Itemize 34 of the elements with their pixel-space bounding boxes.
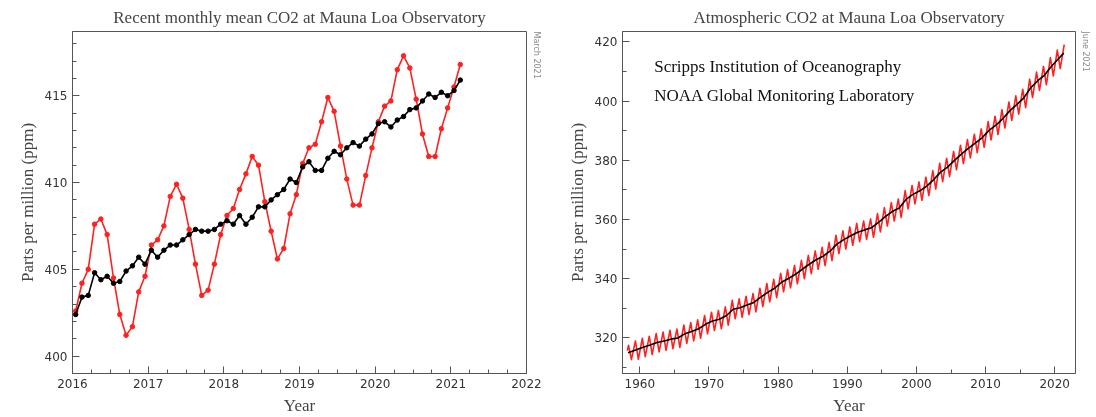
y-tick-label: 420 <box>594 35 618 50</box>
x-tick-label: 1990 <box>832 376 863 391</box>
y-tick-label: 400 <box>44 349 68 364</box>
x-tick-label: 1970 <box>693 376 725 391</box>
y-tick-label: 400 <box>594 94 618 109</box>
y-axis-title: Parts per million (ppm) <box>567 122 587 283</box>
y-tick-label: 320 <box>594 331 618 346</box>
x-tick-label: 2000 <box>901 376 932 391</box>
chart-title: Recent monthly mean CO2 at Mauna Loa Observatory <box>113 7 487 27</box>
x-tick-label: 2021 <box>435 376 467 391</box>
x-tick-label: 2020 <box>359 376 391 391</box>
y-tick-label: 410 <box>44 176 68 191</box>
x-tick-label: 1960 <box>624 376 656 391</box>
x-tick-label: 2018 <box>208 376 240 391</box>
y-tick-label: 380 <box>594 153 618 168</box>
x-tick-label: 2020 <box>1039 376 1071 391</box>
annotation: NOAA Global Monitoring Laboratory <box>654 86 915 106</box>
y-tick-label: 360 <box>594 213 618 228</box>
y-tick-label: 405 <box>44 262 68 277</box>
x-tick-label: 2019 <box>284 376 315 391</box>
annotation: Scripps Institution of Oceanography <box>654 56 902 76</box>
y-axis-title: Parts per million (ppm) <box>17 122 37 283</box>
x-tick-label: 1980 <box>762 376 794 391</box>
y-tick-label: 415 <box>44 89 68 104</box>
x-tick-label: 2010 <box>970 376 1001 391</box>
x-tick-label: 2016 <box>57 376 88 391</box>
text: March 2021 <box>531 31 541 79</box>
x-axis-title: Year <box>833 395 865 415</box>
x-tick-label: 2017 <box>132 376 164 391</box>
y-tick-label: 340 <box>594 272 618 287</box>
x-axis-title: Year <box>283 395 316 415</box>
chart-title: Atmospheric CO2 at Mauna Loa Observatory <box>693 7 1006 27</box>
text: June 2021 <box>1080 30 1090 72</box>
x-tick-label: 2022 <box>511 376 542 391</box>
